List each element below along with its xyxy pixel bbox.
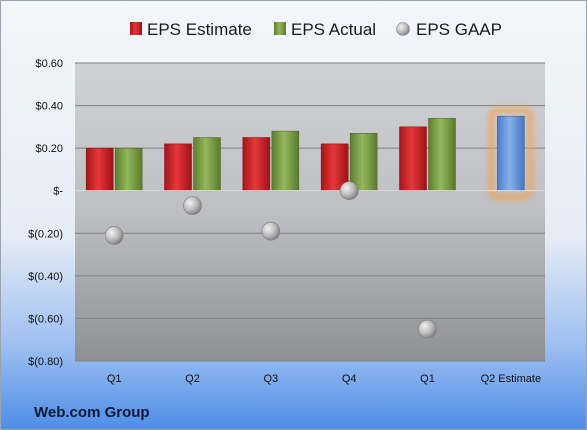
gaap-point — [418, 319, 437, 339]
bar-estimate — [164, 143, 192, 191]
y-tick-label: $0.20 — [35, 143, 63, 155]
legend: EPS Estimate EPS Actual EPS GAAP — [130, 20, 502, 39]
bar-actual — [349, 132, 378, 191]
x-tick-label: Q2 — [185, 373, 200, 385]
legend-label-estimate: EPS Estimate — [147, 20, 252, 39]
x-tick-label: Q4 — [342, 373, 357, 385]
bar-actual — [114, 147, 143, 191]
bar-estimate — [85, 147, 114, 191]
plot-area — [75, 63, 545, 361]
x-tick-label: Q1 — [420, 373, 435, 385]
bar-estimate — [242, 137, 271, 191]
x-axis-ticks: Q1 Q2 Q3 Q4 Q1 Q2 Estimate — [107, 373, 541, 385]
legend-label-gaap: EPS GAAP — [416, 20, 502, 39]
bar-forecast — [497, 115, 525, 192]
forecast-highlight — [488, 107, 533, 200]
legend-swatch-estimate — [130, 22, 142, 35]
y-tick-label: $(0.80) — [28, 356, 63, 368]
legend-label-actual: EPS Actual — [291, 20, 376, 39]
bar-estimate — [399, 126, 427, 191]
y-tick-label: $0.40 — [35, 101, 63, 113]
x-tick-label: Q3 — [263, 373, 278, 385]
x-tick-label: Q2 Estimate — [481, 373, 542, 385]
y-tick-label: $(0.60) — [28, 313, 63, 325]
gaap-point — [339, 181, 359, 201]
x-tick-label: Q1 — [107, 373, 122, 385]
y-tick-label: $0.60 — [35, 58, 63, 70]
y-tick-label: $(0.20) — [28, 228, 63, 240]
legend-swatch-actual — [274, 22, 286, 35]
bar-actual — [271, 130, 300, 191]
y-axis-ticks: $0.60 $0.40 $0.20 $- $(0.20) $(0.40) $(0.60) $(… — [28, 58, 63, 368]
gaap-point — [261, 221, 281, 241]
gaap-point — [183, 196, 202, 215]
bar-actual — [428, 118, 456, 191]
gaap-point — [104, 226, 124, 245]
bar-estimate — [320, 143, 349, 191]
y-tick-label: $- — [53, 186, 63, 198]
legend-swatch-gaap — [396, 22, 410, 36]
bars — [75, 107, 545, 200]
y-tick-label: $(0.40) — [28, 271, 63, 283]
gaap-points — [104, 181, 437, 339]
bar-actual — [193, 137, 221, 191]
company-label: Web.com Group — [34, 404, 150, 421]
